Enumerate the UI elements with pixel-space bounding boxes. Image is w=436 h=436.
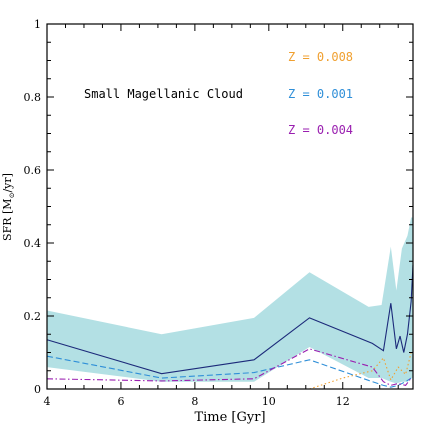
y-tick-label: 0 <box>34 383 41 396</box>
series-layer <box>46 264 414 390</box>
x-tick-label: 12 <box>336 395 350 408</box>
chart-annotation: Small Magellanic Cloud <box>84 87 243 101</box>
y-tick-label: 0.8 <box>24 91 42 104</box>
y-axis-label: SFR [M⊙/yr] <box>1 173 16 241</box>
y-tick-label: 0.6 <box>24 164 42 177</box>
x-axis-label: Time [Gyr] <box>194 410 265 425</box>
y-tick-label: 1 <box>34 18 41 31</box>
series-line-z001 <box>46 355 412 388</box>
y-tick-label: 0.2 <box>24 310 42 323</box>
legend-label-z001: Z = 0.001 <box>288 87 353 101</box>
x-tick-label: 4 <box>44 395 51 408</box>
legend-label-z008: Z = 0.008 <box>288 50 353 64</box>
x-tick-label: 8 <box>191 395 198 408</box>
y-tick-label: 0.4 <box>24 237 42 250</box>
y-axis-label-sub: ⊙ <box>8 192 16 198</box>
uncertainty-band-layer <box>47 217 413 384</box>
y-axis-label-main: SFR [M <box>1 198 14 241</box>
series-line-z008 <box>309 352 412 390</box>
uncertainty-band <box>47 217 413 384</box>
legend-label-z004: Z = 0.004 <box>288 123 353 137</box>
tick-layer: 4 6 8 10 12 0 0.2 0.4 0.6 0.8 1 <box>24 18 413 408</box>
y-axis-label-tail: /yr] <box>1 173 14 192</box>
x-tick-label: 10 <box>262 395 276 408</box>
x-tick-label: 6 <box>117 395 124 408</box>
series-line-total <box>46 264 414 375</box>
legend: Z = 0.008 Z = 0.001 Z = 0.004 <box>288 50 353 137</box>
